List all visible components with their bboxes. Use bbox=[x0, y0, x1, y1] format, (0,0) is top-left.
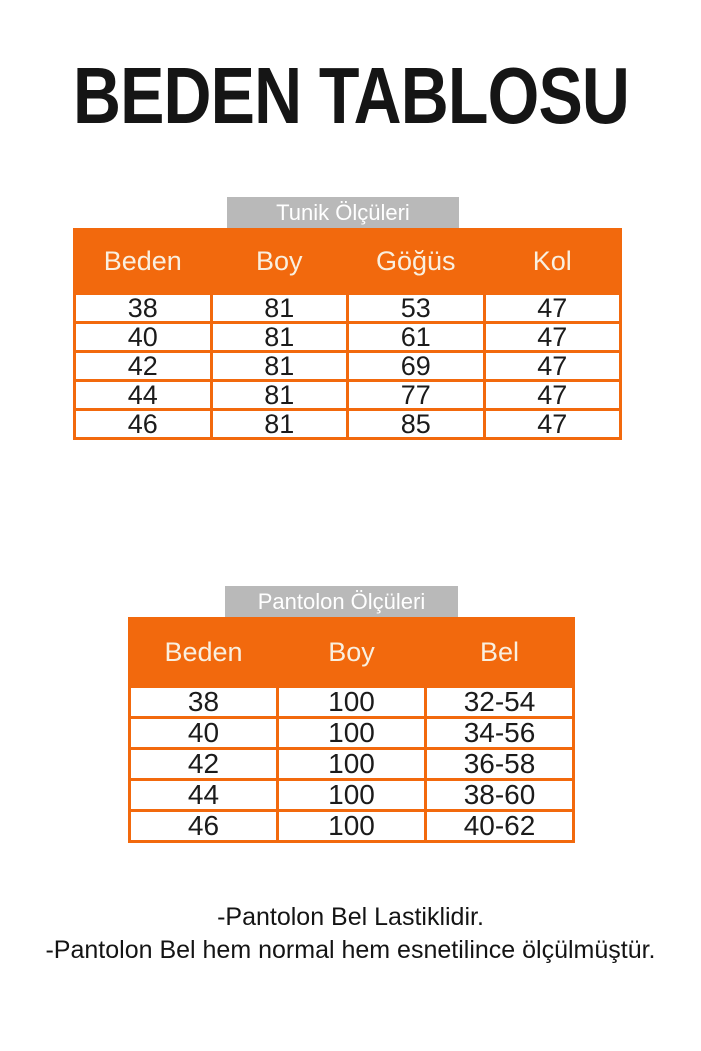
size-cell: 44 bbox=[128, 778, 279, 812]
size-cell: 100 bbox=[276, 685, 427, 719]
table-row: 38 100 32-54 bbox=[128, 685, 575, 719]
size-cell: 42 bbox=[128, 747, 279, 781]
column-header-gogus: Göğüs bbox=[346, 228, 486, 295]
size-cell: 81 bbox=[209, 379, 349, 411]
size-cell: 40-62 bbox=[424, 809, 575, 843]
column-header-beden: Beden bbox=[73, 228, 213, 295]
table-row: 42 100 36-58 bbox=[128, 747, 575, 781]
footnotes: -Pantolon Bel Lastiklidir. -Pantolon Bel… bbox=[0, 901, 701, 967]
size-cell: 47 bbox=[482, 379, 622, 411]
tunik-size-table: Beden Boy Göğüs Kol 38 81 53 47 40 81 61… bbox=[73, 228, 622, 440]
footnote-line: -Pantolon Bel hem normal hem esnetilince… bbox=[45, 936, 656, 964]
size-cell: 61 bbox=[346, 321, 486, 353]
table-row: 46 81 85 47 bbox=[73, 408, 622, 440]
size-cell: 81 bbox=[209, 321, 349, 353]
size-cell: 46 bbox=[73, 408, 213, 440]
size-cell: 40 bbox=[73, 321, 213, 353]
size-cell: 69 bbox=[346, 350, 486, 382]
page-title-text: BEDEN TABLOSU bbox=[72, 51, 629, 140]
column-header-boy: Boy bbox=[276, 617, 427, 688]
footnote-line: -Pantolon Bel Lastiklidir. bbox=[217, 903, 484, 931]
size-cell: 38-60 bbox=[424, 778, 575, 812]
pantolon-size-table: Beden Boy Bel 38 100 32-54 40 100 34-56 … bbox=[128, 617, 575, 843]
size-cell: 100 bbox=[276, 809, 427, 843]
column-header-boy: Boy bbox=[209, 228, 349, 295]
table-row: 46 100 40-62 bbox=[128, 809, 575, 843]
size-cell: 47 bbox=[482, 292, 622, 324]
table-row: 40 81 61 47 bbox=[73, 321, 622, 353]
table-row: 42 81 69 47 bbox=[73, 350, 622, 382]
pantolon-header-row: Beden Boy Bel bbox=[128, 617, 575, 688]
page-title: BEDEN TABLOSU bbox=[0, 54, 701, 138]
size-cell: 32-54 bbox=[424, 685, 575, 719]
size-cell: 47 bbox=[482, 408, 622, 440]
table-row: 40 100 34-56 bbox=[128, 716, 575, 750]
size-cell: 81 bbox=[209, 292, 349, 324]
tunik-header-row: Beden Boy Göğüs Kol bbox=[73, 228, 622, 295]
size-cell: 47 bbox=[482, 350, 622, 382]
tunik-table-caption: Tunik Ölçüleri bbox=[227, 197, 459, 228]
size-cell: 38 bbox=[73, 292, 213, 324]
size-cell: 34-56 bbox=[424, 716, 575, 750]
column-header-beden: Beden bbox=[128, 617, 279, 688]
size-cell: 53 bbox=[346, 292, 486, 324]
column-header-bel: Bel bbox=[424, 617, 575, 688]
size-cell: 100 bbox=[276, 778, 427, 812]
size-cell: 81 bbox=[209, 408, 349, 440]
pantolon-table-caption: Pantolon Ölçüleri bbox=[225, 586, 458, 617]
size-cell: 46 bbox=[128, 809, 279, 843]
size-cell: 100 bbox=[276, 747, 427, 781]
size-cell: 42 bbox=[73, 350, 213, 382]
column-header-kol: Kol bbox=[482, 228, 622, 295]
table-row: 44 100 38-60 bbox=[128, 778, 575, 812]
table-row: 38 81 53 47 bbox=[73, 292, 622, 324]
size-cell: 77 bbox=[346, 379, 486, 411]
size-cell: 38 bbox=[128, 685, 279, 719]
size-cell: 100 bbox=[276, 716, 427, 750]
table-row: 44 81 77 47 bbox=[73, 379, 622, 411]
size-cell: 40 bbox=[128, 716, 279, 750]
size-cell: 36-58 bbox=[424, 747, 575, 781]
size-cell: 85 bbox=[346, 408, 486, 440]
size-cell: 47 bbox=[482, 321, 622, 353]
size-cell: 44 bbox=[73, 379, 213, 411]
size-cell: 81 bbox=[209, 350, 349, 382]
